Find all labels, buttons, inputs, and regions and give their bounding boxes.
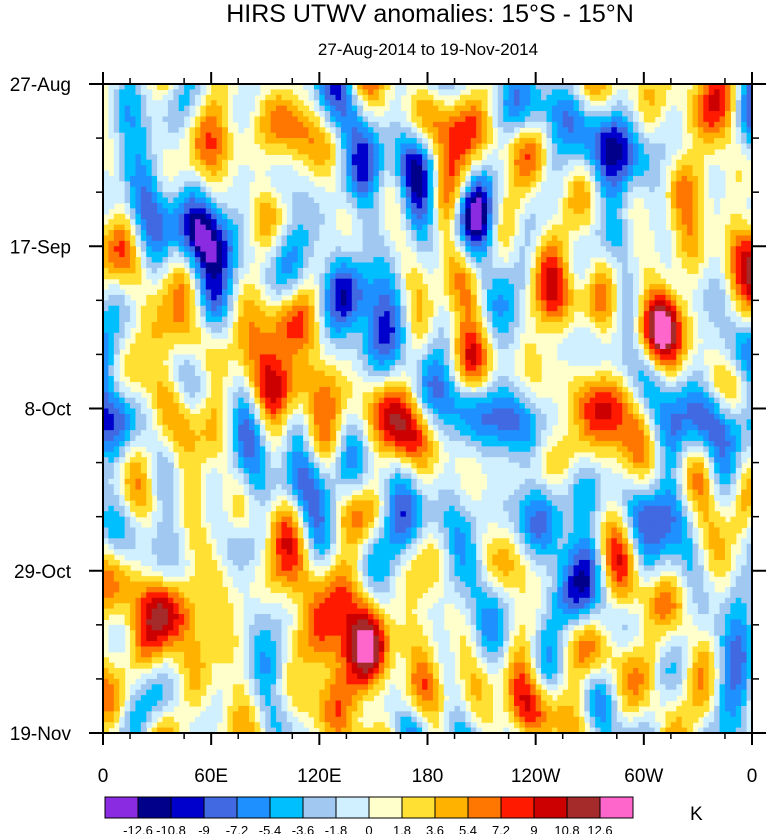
x-tick-label: 60W — [624, 766, 663, 787]
colorbar-swatch — [401, 796, 436, 819]
colorbar-swatch — [170, 796, 205, 819]
colorbar-label: 9 — [530, 823, 537, 834]
chart-subtitle: 27-Aug-2014 to 19-Nov-2014 — [317, 40, 539, 59]
x-tick-label: 120W — [511, 766, 561, 787]
colorbar-label: -10.8 — [156, 823, 186, 834]
x-tick-label: 120E — [297, 766, 341, 787]
y-tick-label: 8-Oct — [25, 400, 72, 421]
colorbar-swatch — [203, 796, 238, 819]
y-tick-label: 19-Nov — [10, 724, 72, 745]
colorbar: -12.6 -10.8 -9 -7.2 -5.4 -3.6 -1.8 0 1.8 3.6 5.4 7.… — [104, 796, 634, 834]
colorbar-swatch — [137, 796, 172, 819]
colorbar-label: -7.2 — [226, 823, 248, 834]
plot-axes: 0 60E 120E 180 120W 60W 0 27-Aug 17-Sep 8-Oct 29-O… — [10, 72, 766, 787]
y-tick-label: 29-Oct — [14, 562, 72, 583]
x-tick-label: 180 — [412, 766, 444, 787]
chart-title: HIRS UTWV anomalies: 15°S - 15°N — [226, 0, 634, 28]
colorbar-label: 5.4 — [459, 823, 477, 834]
colorbar-swatch — [467, 796, 502, 819]
colorbar-swatch — [434, 796, 469, 819]
colorbar-label: -12.6 — [123, 823, 153, 834]
colorbar-swatch — [368, 796, 403, 819]
colorbar-label: -5.4 — [259, 823, 281, 834]
colorbar-swatch — [533, 796, 568, 819]
x-tick-label: 60E — [194, 766, 228, 787]
colorbar-swatch — [236, 796, 271, 819]
x-tick-label: 0 — [98, 766, 109, 787]
colorbar-label: 0 — [365, 823, 372, 834]
y-tick-label: 17-Sep — [10, 237, 71, 258]
colorbar-swatch — [599, 796, 634, 819]
colorbar-label: 7.2 — [492, 823, 510, 834]
colorbar-label: 3.6 — [426, 823, 444, 834]
colorbar-label: 1.8 — [393, 823, 411, 834]
colorbar-label: -3.6 — [292, 823, 314, 834]
y-tick-label: 27-Aug — [10, 75, 71, 96]
colorbar-swatch — [104, 796, 139, 819]
x-tick-label: 0 — [747, 766, 758, 787]
anomaly-field — [103, 84, 753, 734]
colorbar-unit: K — [690, 804, 703, 825]
colorbar-label: -9 — [198, 823, 210, 834]
colorbar-label: 12.6 — [587, 823, 612, 834]
colorbar-swatch — [335, 796, 370, 819]
colorbar-label: 10.8 — [554, 823, 579, 834]
colorbar-swatch — [500, 796, 535, 819]
colorbar-swatch — [566, 796, 601, 819]
colorbar-swatch — [269, 796, 304, 819]
colorbar-swatch — [302, 796, 337, 819]
colorbar-label: -1.8 — [325, 823, 347, 834]
